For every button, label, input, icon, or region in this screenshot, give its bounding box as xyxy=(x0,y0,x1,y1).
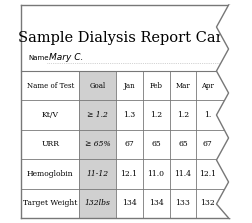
Bar xyxy=(21,5,228,218)
Text: Jan: Jan xyxy=(123,82,134,90)
Text: 12.1: 12.1 xyxy=(120,170,137,178)
Text: 67: 67 xyxy=(124,140,134,149)
Text: 12.1: 12.1 xyxy=(198,170,215,178)
Text: Apr: Apr xyxy=(200,82,213,90)
Text: 65: 65 xyxy=(177,140,187,149)
Text: Goal: Goal xyxy=(89,82,105,90)
Text: Target Weight: Target Weight xyxy=(23,199,77,207)
Text: ≥ 65%: ≥ 65% xyxy=(84,140,110,149)
Text: 11.0: 11.0 xyxy=(147,170,164,178)
Bar xyxy=(79,71,115,218)
Text: Name of Test: Name of Test xyxy=(27,82,74,90)
Text: 134: 134 xyxy=(148,199,163,207)
Text: 133: 133 xyxy=(175,199,190,207)
Text: Kt/V: Kt/V xyxy=(42,111,59,119)
Text: 65: 65 xyxy=(150,140,160,149)
Text: 132lbs: 132lbs xyxy=(84,199,110,207)
Text: 134: 134 xyxy=(121,199,136,207)
Text: 1.: 1. xyxy=(203,111,210,119)
Text: URR: URR xyxy=(41,140,59,149)
Text: 1.3: 1.3 xyxy=(122,111,135,119)
Text: 1.2: 1.2 xyxy=(176,111,188,119)
Text: 67: 67 xyxy=(202,140,211,149)
Text: ≥ 1.2: ≥ 1.2 xyxy=(87,111,108,119)
Text: 1.2: 1.2 xyxy=(149,111,162,119)
Text: Name: Name xyxy=(29,55,49,61)
Text: 132: 132 xyxy=(199,199,214,207)
Text: Mar: Mar xyxy=(175,82,190,90)
Text: 11.4: 11.4 xyxy=(174,170,191,178)
Text: Mary C.: Mary C. xyxy=(49,52,83,62)
Polygon shape xyxy=(216,5,246,218)
Text: 11-12: 11-12 xyxy=(86,170,108,178)
Text: Feb: Feb xyxy=(149,82,162,90)
Text: Hemoglobin: Hemoglobin xyxy=(27,170,73,178)
Text: Sample Dialysis Report Card: Sample Dialysis Report Card xyxy=(18,31,231,45)
